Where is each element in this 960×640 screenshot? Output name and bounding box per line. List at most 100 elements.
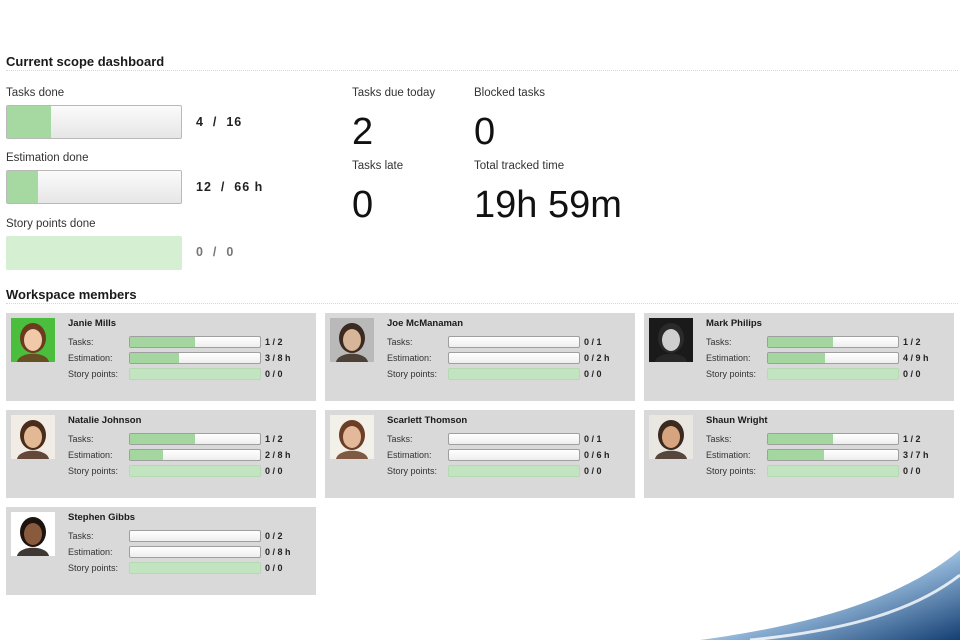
estimation-value: 3 / 7 h (903, 450, 929, 460)
tasks-done-progress-bar (6, 105, 182, 139)
tasks-progress-bar (448, 336, 580, 348)
total-tracked-time-value: 19h 59m (474, 184, 622, 226)
tasks-label: Tasks: (68, 337, 94, 347)
tasks-value: 1 / 2 (903, 337, 921, 347)
tasks-label: Tasks: (68, 434, 94, 444)
estimation-value: 4 / 9 h (903, 353, 929, 363)
tasks-progress-bar (129, 336, 261, 348)
tasks-value: 1 / 2 (903, 434, 921, 444)
member-card[interactable]: Scarlett Thomson Tasks: 0 / 1 Estimation… (325, 410, 635, 498)
estimation-progress-bar (129, 352, 261, 364)
member-name: Stephen Gibbs (68, 512, 136, 523)
member-card[interactable]: Mark Philips Tasks: 1 / 2 Estimation: 4 … (644, 313, 954, 401)
tasks-done-label: Tasks done (6, 87, 65, 99)
swoosh-decoration (700, 550, 960, 640)
story-points-value: 0 / 0 (265, 369, 283, 379)
avatar (330, 415, 374, 459)
story-points-value: 0 / 0 (584, 369, 602, 379)
member-name: Scarlett Thomson (387, 415, 468, 426)
estimation-progress-fill (130, 353, 179, 363)
avatar (330, 318, 374, 362)
story-points-label: Story points: (706, 369, 757, 379)
story-points-label: Story points: (387, 466, 438, 476)
tasks-label: Tasks: (706, 337, 732, 347)
avatar (649, 318, 693, 362)
estimation-label: Estimation: (706, 353, 751, 363)
estimation-label: Estimation: (68, 547, 113, 557)
members-divider (6, 303, 958, 304)
story-points-value: 0 / 0 (584, 466, 602, 476)
tasks-late-value: 0 (352, 184, 374, 226)
story-points-label: Story points: (68, 466, 119, 476)
estimation-value: 0 / 6 h (584, 450, 610, 460)
estimation-progress-bar (129, 449, 261, 461)
total-tracked-time-label: Total tracked time (474, 160, 565, 172)
story-points-label: Story points: (68, 369, 119, 379)
member-card[interactable]: Stephen Gibbs Tasks: 0 / 2 Estimation: 0… (6, 507, 316, 595)
story-points-progress-bar (448, 368, 580, 380)
member-card[interactable]: Joe McManaman Tasks: 0 / 1 Estimation: 0… (325, 313, 635, 401)
member-name: Shaun Wright (706, 415, 768, 426)
tasks-progress-fill (130, 337, 195, 347)
story-points-value: 0 / 0 (265, 563, 283, 573)
tasks-label: Tasks: (68, 531, 94, 541)
tasks-due-today-value: 2 (352, 111, 374, 153)
estimation-label: Estimation: (68, 450, 113, 460)
tasks-progress-fill (768, 337, 833, 347)
tasks-label: Tasks: (706, 434, 732, 444)
member-name: Mark Philips (706, 318, 762, 329)
story-points-label: Story points: (706, 466, 757, 476)
estimation-progress-bar (767, 352, 899, 364)
avatar (11, 318, 55, 362)
tasks-value: 1 / 2 (265, 337, 283, 347)
tasks-label: Tasks: (387, 337, 413, 347)
scope-divider (6, 70, 958, 71)
story-points-progress-bar (129, 562, 261, 574)
tasks-progress-fill (130, 434, 195, 444)
estimation-progress-fill (130, 450, 163, 460)
tasks-value: 0 / 1 (584, 337, 602, 347)
avatar (11, 415, 55, 459)
tasks-progress-bar (448, 433, 580, 445)
estimation-progress-bar (767, 449, 899, 461)
avatar (649, 415, 693, 459)
estimation-progress-fill (768, 353, 826, 363)
story-points-value: 0 / 0 (903, 466, 921, 476)
estimation-done-value: 12 / 66 h (196, 180, 264, 194)
tasks-progress-bar (129, 433, 261, 445)
estimation-value: 3 / 8 h (265, 353, 291, 363)
tasks-label: Tasks: (387, 434, 413, 444)
avatar (11, 512, 55, 556)
member-card[interactable]: Natalie Johnson Tasks: 1 / 2 Estimation:… (6, 410, 316, 498)
tasks-progress-bar (767, 336, 899, 348)
estimation-done-progress-bar (6, 170, 182, 204)
estimation-label: Estimation: (387, 353, 432, 363)
tasks-progress-fill (768, 434, 833, 444)
tasks-done-progress-fill (7, 106, 51, 138)
member-card[interactable]: Shaun Wright Tasks: 1 / 2 Estimation: 3 … (644, 410, 954, 498)
blocked-tasks-value: 0 (474, 111, 496, 153)
estimation-value: 0 / 2 h (584, 353, 610, 363)
tasks-done-value: 4 / 16 (196, 115, 243, 129)
estimation-done-progress-fill (7, 171, 39, 203)
story-points-done-label: Story points done (6, 218, 96, 230)
tasks-late-label: Tasks late (352, 160, 404, 172)
estimation-value: 2 / 8 h (265, 450, 291, 460)
story-points-value: 0 / 0 (903, 369, 921, 379)
story-points-done-progress-bar (6, 236, 182, 270)
story-points-value: 0 / 0 (265, 466, 283, 476)
estimation-value: 0 / 8 h (265, 547, 291, 557)
estimation-label: Estimation: (387, 450, 432, 460)
estimation-progress-bar (448, 449, 580, 461)
tasks-progress-bar (129, 530, 261, 542)
tasks-value: 0 / 1 (584, 434, 602, 444)
estimation-progress-bar (129, 546, 261, 558)
story-points-label: Story points: (387, 369, 438, 379)
member-card[interactable]: Janie Mills Tasks: 1 / 2 Estimation: 3 /… (6, 313, 316, 401)
member-name: Natalie Johnson (68, 415, 142, 426)
estimation-label: Estimation: (706, 450, 751, 460)
story-points-label: Story points: (68, 563, 119, 573)
story-points-progress-bar (767, 465, 899, 477)
workspace-members-title: Workspace members (6, 287, 137, 302)
story-points-progress-bar (448, 465, 580, 477)
